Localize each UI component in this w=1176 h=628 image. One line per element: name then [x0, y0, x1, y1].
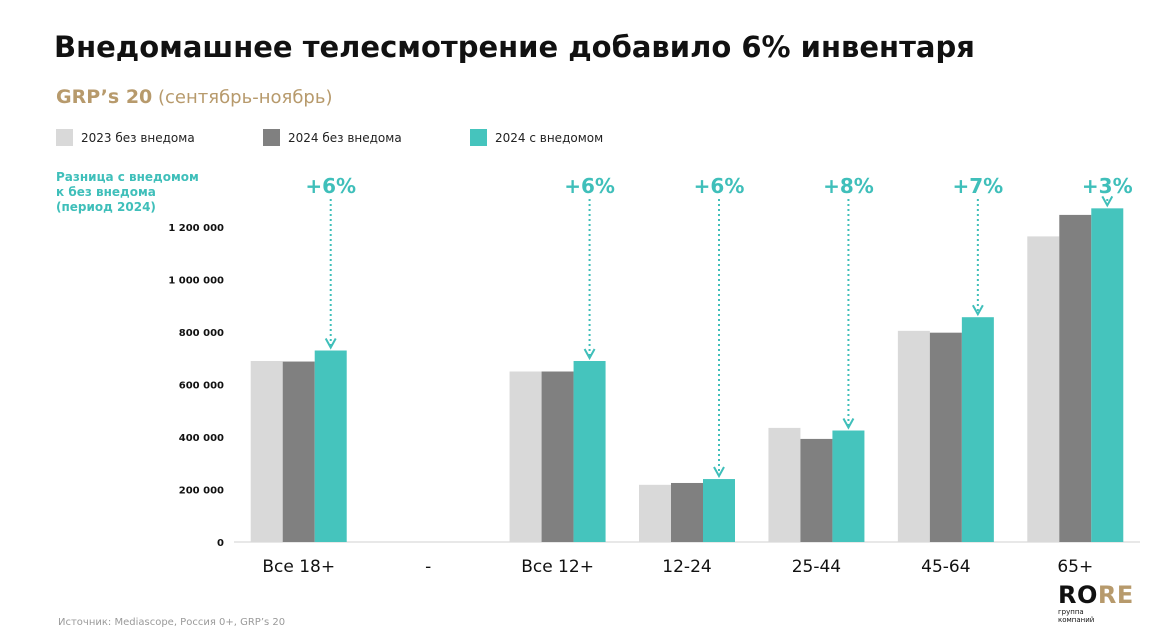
y-tick-label: 800 000	[179, 328, 224, 339]
bar-2024	[800, 438, 833, 542]
legend-label-2024: 2024 без внедома	[288, 130, 402, 145]
bar-2024-ooh	[1091, 208, 1124, 543]
y-tick-label: 1 200 000	[168, 223, 224, 234]
difference-note-line-3: (период 2024)	[56, 200, 156, 214]
legend-label-2023: 2023 без внедома	[81, 130, 195, 145]
difference-arrow-head	[583, 348, 596, 361]
difference-label: +7%	[952, 174, 1003, 198]
legend-item-2024-ooh: 2024 с внедомом	[470, 129, 603, 146]
x-tick-label: -	[425, 557, 431, 577]
difference-arrow-head	[713, 466, 725, 479]
difference-note-line-2: к без внедома	[56, 185, 156, 199]
difference-label: +6%	[305, 174, 356, 198]
bar-2024-ooh	[314, 350, 347, 542]
bar-2024	[671, 482, 703, 542]
difference-label: +3%	[1082, 174, 1133, 198]
y-tick-label: 400 000	[179, 433, 224, 444]
legend-swatch-2023	[56, 129, 73, 146]
difference-label: +8%	[823, 174, 874, 198]
page-title: Внедомашнее телесмотрение добавило 6% ин…	[54, 30, 975, 64]
subtitle-period: (сентябрь-ноябрь)	[158, 87, 333, 108]
subtitle-metric: GRP’s 20	[56, 86, 153, 108]
logo-subtitle-2: компаний	[1058, 616, 1095, 624]
logo-subtitle-1: группа	[1058, 608, 1084, 616]
bar-2023	[768, 427, 801, 542]
chart-subtitle: GRP’s 20 (сентябрь-ноябрь)	[56, 86, 332, 108]
x-tick-label: Все 18+	[262, 557, 335, 577]
bar-2023	[509, 371, 542, 542]
bar-2024-ooh	[573, 361, 606, 542]
difference-note: Разница с внедомом к без внедома (период…	[56, 170, 226, 215]
x-tick-label: Все 12+	[521, 557, 594, 577]
y-tick-label: 200 000	[179, 486, 224, 497]
x-tick-label: 65+	[1057, 557, 1093, 577]
bar-2023	[250, 361, 283, 542]
legend-item-2023: 2023 без внедома	[56, 129, 195, 146]
bar-2024-ooh	[832, 430, 865, 542]
logo-wordmark: RORE	[1058, 582, 1148, 608]
difference-arrow-head	[842, 418, 855, 430]
difference-note-line-1: Разница с внедомом	[56, 170, 199, 184]
difference-arrow-head	[971, 304, 984, 317]
y-tick-label: 1 000 000	[168, 276, 224, 287]
company-logo: RORE группа компаний	[1058, 582, 1148, 624]
chart-legend: 2023 без внедома 2024 без внедома 2024 с…	[0, 129, 1176, 151]
legend-item-2024: 2024 без внедома	[263, 129, 402, 146]
x-tick-label: 25-44	[792, 557, 841, 577]
bar-2024	[282, 361, 315, 542]
y-tick-label: 600 000	[179, 381, 224, 392]
source-note: Источник: Mediascope, Россия 0+, GRP’s 2…	[58, 617, 286, 628]
bar-2024	[929, 332, 962, 542]
bar-2023	[897, 330, 930, 542]
legend-swatch-2024-ooh	[470, 129, 487, 146]
bar-2023	[639, 484, 671, 542]
difference-label: +6%	[694, 174, 745, 198]
logo-re: RE	[1097, 581, 1134, 609]
x-tick-label: 12-24	[662, 557, 711, 577]
difference-label: +6%	[564, 174, 615, 198]
bar-2023	[1027, 236, 1060, 542]
logo-ro: RO	[1058, 581, 1098, 609]
bar-2024	[1059, 214, 1092, 542]
x-tick-label: 45-64	[921, 557, 970, 577]
difference-arrow-head	[324, 338, 337, 350]
legend-swatch-2024	[263, 129, 280, 146]
difference-arrow-head	[1101, 195, 1114, 208]
bar-2024-ooh	[961, 317, 994, 542]
y-tick-label: 0	[217, 538, 224, 549]
bar-2024	[541, 371, 574, 542]
legend-label-2024-ooh: 2024 с внедомом	[495, 130, 604, 145]
bar-2024-ooh	[703, 479, 735, 542]
